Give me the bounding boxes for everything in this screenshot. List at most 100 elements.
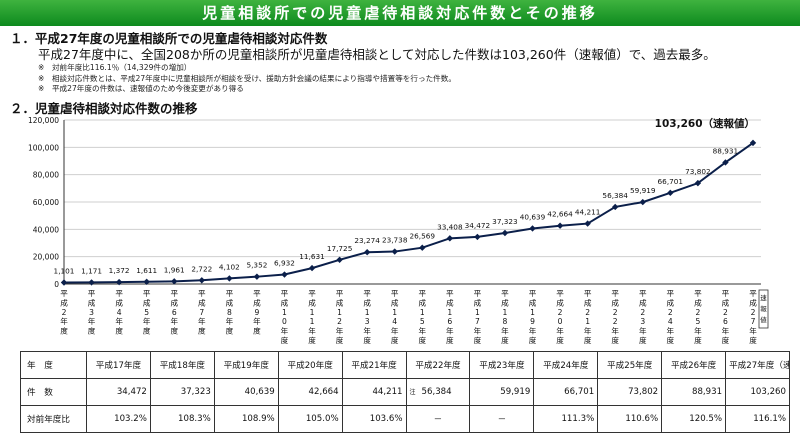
- table-header-cell: 平成21年度: [341, 351, 407, 379]
- data-label: 1,171: [81, 266, 102, 275]
- table-cell: －: [469, 405, 535, 433]
- data-label: 1,101: [54, 266, 75, 275]
- table-header-cell: 平成22年度: [405, 351, 471, 379]
- section1-lead: 平成27年度中に、全国208か所の児童相談所が児童虐待相談として対応した件数は1…: [38, 47, 716, 62]
- notes-block: ※ 対前年度比116.1％（14,329件の増加） ※ 相談対応件数とは、平成2…: [38, 63, 456, 95]
- line-chart: 020,00040,00060,00080,000100,000120,000 …: [28, 116, 769, 345]
- table-cell: 116.1%: [725, 405, 790, 433]
- table-cell: 34,472: [86, 378, 151, 406]
- x-tick-label: 平成 1 1 年度: [308, 289, 316, 345]
- data-point: [474, 233, 481, 241]
- data-point: [336, 256, 343, 263]
- y-tick-label: 120,000: [28, 116, 59, 125]
- data-label: 23,738: [382, 236, 408, 245]
- data-table: 年 度平成17年度 平成18年度 平成19年度 平成20年度 平成21年度 平成22年度平…: [20, 351, 790, 433]
- table-header-cell: 平成25年度: [597, 351, 663, 379]
- table-cell: 88,931: [661, 378, 727, 406]
- x-tick-label: 平成 2 2 年度: [611, 289, 619, 345]
- data-label: 40,639: [520, 212, 546, 221]
- data-point: [308, 264, 316, 272]
- data-point: [446, 235, 454, 242]
- data-point: [584, 220, 591, 227]
- x-tick-label: 平成 2 4 年度: [667, 289, 675, 345]
- table-cell: 108.9%: [213, 405, 279, 433]
- data-label: 103,260（速報値）: [655, 117, 755, 130]
- note-2: ※ 相談対応件数とは、平成27年度中に児童相談所が相談を受け、援助方針会議の結果…: [38, 73, 456, 83]
- table-cell: 108.3%: [149, 405, 215, 433]
- table-header-cell: 平成20年度: [277, 351, 343, 379]
- data-label: 23,274: [354, 236, 380, 245]
- y-tick-label: 80,000: [33, 171, 59, 180]
- table-cell: 注 56,384: [405, 378, 471, 406]
- data-point: [612, 203, 619, 211]
- x-tick-label: 平成 1 5 年度: [418, 289, 426, 345]
- x-tick-label: 平成 2 3 年度: [639, 289, 647, 345]
- y-tick-label: 60,000: [33, 198, 59, 207]
- note-1: ※ 対前年度比116.1％（14,329件の増加）: [38, 63, 192, 72]
- table-cell: 103,260: [725, 378, 790, 406]
- data-point: [419, 244, 426, 251]
- data-label: 1,611: [136, 266, 157, 275]
- table-cell: 44,211: [341, 378, 407, 406]
- data-point: [143, 278, 150, 285]
- data-point: [226, 275, 233, 282]
- data-point: [198, 277, 205, 284]
- table-header-cell: 年 度: [20, 351, 87, 379]
- table-cell: 103.6%: [341, 405, 407, 433]
- data-label: 26,569: [410, 232, 436, 241]
- table-cell: 120.5%: [661, 405, 727, 433]
- table-cell: －: [405, 405, 471, 433]
- x-tick-label: 平成 2 5 年度: [694, 289, 702, 345]
- table-count-row: 件 数 34,472 37,323 40,639 42,664 44,211 注 56,384…: [20, 378, 790, 406]
- table-cell: 105.0%: [277, 405, 343, 433]
- provisional-box-label: 速報値: [760, 294, 767, 324]
- x-tick-label: 平成 4 年度: [115, 289, 123, 336]
- x-tick-label: 平成 2 6 年度: [722, 289, 730, 345]
- data-point: [281, 271, 288, 278]
- table-ratio-row: 対前年度比 103.2% 108.3% 108.9% 105.0% 103.6% －－ 111…: [20, 405, 790, 433]
- data-label: 2,722: [191, 264, 212, 273]
- data-label: 1,961: [164, 265, 185, 274]
- y-tick-label: 40,000: [33, 225, 59, 234]
- x-tick-label: 平成 2 年度: [60, 289, 68, 336]
- table-cell: 103.2%: [86, 405, 151, 433]
- x-tick-label: 平成 8 年度: [226, 289, 234, 336]
- data-point: [391, 248, 398, 255]
- x-tick-label: 平成 2 0 年度: [556, 289, 564, 345]
- data-label: 6,932: [274, 259, 295, 268]
- data-label: 88,931: [713, 146, 739, 155]
- x-tick-label: 平成 6 年度: [170, 289, 178, 336]
- data-point: [667, 189, 674, 197]
- data-label: 37,323: [492, 217, 518, 226]
- table-cell: 59,919: [469, 378, 535, 406]
- data-label: 1,372: [109, 266, 130, 275]
- table-cell: 110.6%: [597, 405, 663, 433]
- table-header-cell: 平成24年度: [533, 351, 599, 379]
- x-tick-label: 平成 2 7 年度: [749, 289, 757, 345]
- data-label: 33,408: [437, 222, 463, 231]
- data-point: [639, 198, 646, 206]
- x-tick-label: 平成 1 2 年度: [336, 289, 344, 345]
- x-tick-label: 平成 1 7 年度: [474, 289, 482, 345]
- data-point: [115, 278, 123, 286]
- table-cell: 37,323: [149, 378, 215, 406]
- data-label: 34,472: [465, 221, 491, 230]
- table-header-row: 年 度平成17年度 平成18年度 平成19年度 平成20年度 平成21年度 平成22年度平…: [20, 351, 790, 379]
- table-header-cell: 平成19年度: [213, 351, 279, 379]
- data-point: [60, 279, 68, 286]
- x-tick-label: 平成 1 3 年度: [363, 289, 371, 345]
- table-cell: 42,664: [277, 378, 343, 406]
- table-cell-value: 56,384: [421, 387, 452, 397]
- y-tick-label: 100,000: [28, 143, 59, 152]
- data-label: 73,802: [685, 167, 711, 176]
- data-label: 4,102: [219, 262, 240, 271]
- data-point: [363, 248, 371, 256]
- table-row-label: 件 数: [20, 378, 87, 406]
- note-mark: 注: [409, 389, 416, 396]
- x-tick-label: 平成 1 6 年度: [446, 289, 454, 345]
- table-cell: 40,639: [213, 378, 279, 406]
- x-tick-label: 平成 2 1 年度: [584, 289, 592, 345]
- data-point: [556, 222, 564, 229]
- data-label: 17,725: [327, 244, 353, 253]
- table-row-label: 対前年度比: [20, 405, 87, 433]
